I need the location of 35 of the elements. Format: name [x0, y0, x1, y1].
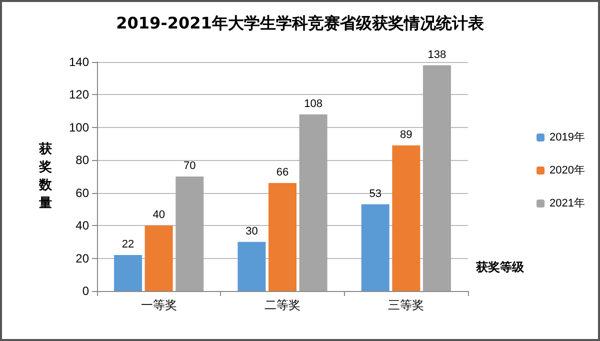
- y-tick-label: 140: [68, 55, 90, 69]
- data-label: 53: [369, 188, 382, 200]
- bar: [114, 255, 142, 291]
- data-label: 138: [428, 48, 446, 61]
- y-tick-label: 120: [68, 88, 90, 102]
- data-label: 40: [152, 209, 165, 222]
- bar: [422, 65, 451, 291]
- data-label: 70: [184, 160, 196, 172]
- legend-label: 2019年: [550, 132, 586, 144]
- x-tick-label: 一等奖: [140, 298, 177, 312]
- bar: [392, 145, 420, 291]
- legend-label: 2020年: [550, 164, 586, 176]
- bar: [361, 204, 390, 291]
- data-label: 66: [276, 166, 289, 179]
- data-label: 22: [122, 238, 134, 251]
- bar: [268, 183, 296, 291]
- chart-title: 2019-2021年大学生学科竞赛省级获奖情况统计表: [116, 14, 485, 32]
- y-tick-label: 60: [76, 186, 90, 200]
- x-tick-label: 二等奖: [264, 298, 300, 312]
- bar: [144, 226, 173, 291]
- data-label: 108: [304, 98, 322, 110]
- bar: [176, 176, 204, 291]
- y-tick-label: 80: [76, 153, 90, 168]
- y-tick-label: 100: [68, 120, 90, 134]
- x-axis-title: 获奖等级: [475, 260, 525, 274]
- data-label: 30: [246, 225, 258, 238]
- x-tick-label: 三等奖: [388, 298, 424, 312]
- legend-label: 2021年: [550, 198, 586, 210]
- y-tick-label: 40: [76, 218, 90, 233]
- y-axis-title: 获奖数量: [38, 141, 53, 211]
- data-label: 89: [400, 128, 412, 141]
- bar: [238, 242, 266, 291]
- y-tick-label: 0: [82, 284, 90, 298]
- bar: [299, 114, 328, 291]
- y-tick-label: 20: [76, 251, 90, 266]
